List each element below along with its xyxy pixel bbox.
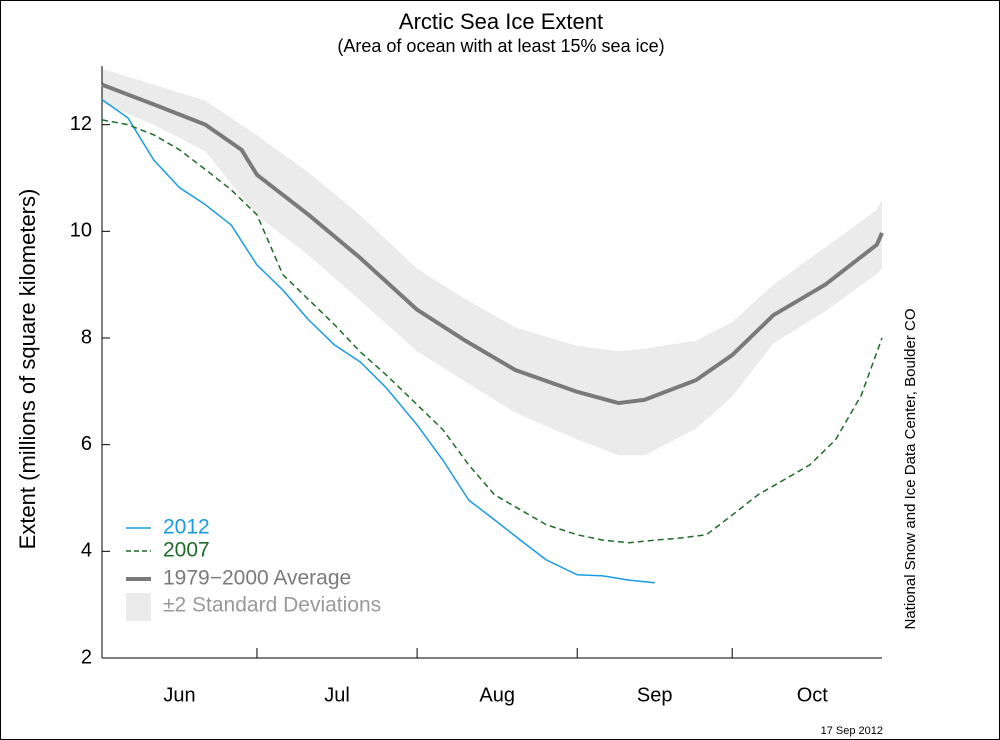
legend-label: ±2 Standard Deviations xyxy=(163,594,381,617)
legend-label: 2007 xyxy=(163,539,210,562)
x-tick-label: Aug xyxy=(479,684,515,706)
x-tick-label: Jun xyxy=(163,684,195,706)
y-tick-label: 10 xyxy=(70,220,92,242)
x-tick-label: Jul xyxy=(324,684,350,706)
x-tick-label: Sep xyxy=(637,684,673,706)
series-line xyxy=(101,98,655,584)
chart-subtitle: (Area of ocean with at least 15% sea ice… xyxy=(337,36,664,56)
y-tick-label: 6 xyxy=(81,433,92,455)
series-line xyxy=(101,82,884,406)
y-tick-label: 4 xyxy=(81,540,92,562)
chart-title: Arctic Sea Ice Extent xyxy=(399,9,603,34)
date-note: 17 Sep 2012 xyxy=(821,725,883,737)
y-tick-label: 8 xyxy=(81,326,92,348)
x-tick-label: Oct xyxy=(797,684,829,706)
series-line xyxy=(101,119,883,544)
legend-label: 1979−2000 Average xyxy=(163,567,351,590)
y-tick-label: 12 xyxy=(70,113,92,135)
std-band xyxy=(102,68,882,456)
y-axis-label: Extent (millions of square kilometers) xyxy=(15,189,40,550)
y-tick-label: 2 xyxy=(81,646,92,668)
legend-swatch xyxy=(126,593,151,621)
source-note: National Snow and Ice Data Center, Bould… xyxy=(902,308,919,629)
legend-label: 2012 xyxy=(163,516,210,539)
